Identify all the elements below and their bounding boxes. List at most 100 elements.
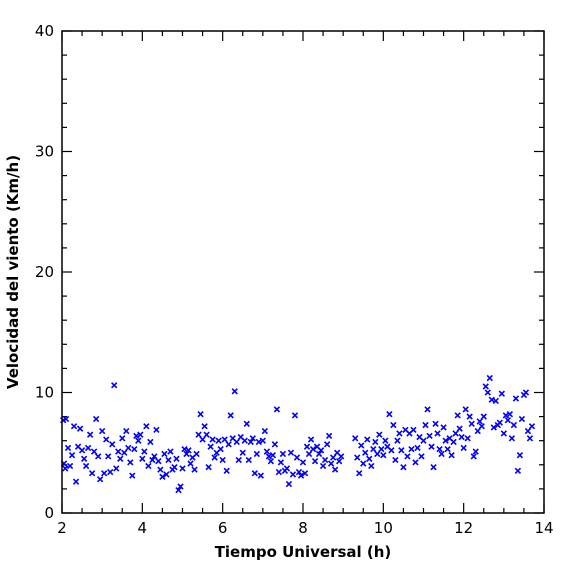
data-point [400,464,407,471]
y-tick-label: 30 [35,143,54,161]
y-tick-label: 10 [35,384,54,402]
data-point [518,415,526,423]
data-point [370,445,377,453]
data-point [368,462,375,470]
data-point [496,419,503,426]
data-point [358,442,365,449]
data-point [231,388,238,395]
data-point [398,447,405,454]
data-point [394,437,401,444]
data-point [528,423,536,430]
data-point [456,425,463,432]
data-point [179,465,186,472]
x-tick-label: 4 [138,519,148,537]
data-point [88,470,96,477]
data-point [157,466,164,473]
data-point [225,441,232,448]
data-point [105,453,112,460]
data-point [510,421,518,429]
data-point [90,448,98,455]
data-point [498,390,505,397]
data-point [199,436,206,443]
data-point [131,445,138,453]
data-point [317,447,325,454]
data-point [303,443,311,450]
data-point [207,443,214,450]
data-point [478,423,485,430]
data-point [241,437,248,444]
data-point [309,445,317,453]
data-point [390,421,397,429]
y-tick-label: 20 [35,263,54,281]
data-point [404,453,411,460]
x-axis-title: Tiempo Universal (h) [215,543,392,561]
data-point [115,448,122,455]
data-point [516,451,524,459]
data-point [337,453,345,460]
data-point [438,450,445,458]
data-point [504,417,512,424]
data-point [311,458,319,465]
data-point [161,450,168,458]
data-point [414,444,421,452]
data-point [209,436,216,443]
data-point [273,406,281,413]
data-point [217,445,224,453]
data-point [141,448,148,455]
data-point [78,447,86,454]
data-point [434,430,441,437]
data-point [319,462,327,470]
data-point [430,464,437,471]
data-point [251,470,258,477]
data-point [354,454,361,461]
data-point [482,383,489,390]
data-point [76,425,84,432]
data-point [137,431,144,438]
data-point [149,456,156,464]
data-point [84,444,92,452]
data-point [378,445,385,453]
data-point [263,448,271,455]
data-point [223,467,230,474]
data-point [376,431,383,438]
data-point [133,432,140,440]
data-point [103,436,110,443]
data-point [151,453,158,460]
y-axis-title: Velocidad del viento (Km/h) [4,155,22,389]
data-point [331,466,339,473]
data-point [197,411,204,418]
data-point [239,449,246,456]
data-point [444,445,451,453]
data-point [271,441,279,448]
data-point [107,468,114,476]
data-point [127,459,134,466]
data-point [155,458,162,465]
data-point [440,424,447,431]
data-point [466,413,473,420]
data-point [356,470,363,477]
data-point [396,430,403,437]
plot-frame [61,30,545,514]
data-point [480,413,487,420]
data-point [277,459,285,466]
data-point [360,460,367,467]
data-point [506,411,514,418]
data-point [418,453,425,460]
data-point [153,426,160,434]
data-point [492,397,499,405]
data-point [386,411,393,418]
data-point [454,412,461,419]
data-point [315,450,323,458]
data-point [514,467,522,474]
data-point [420,437,427,444]
axis-ticks [61,30,545,514]
data-point [295,468,303,476]
data-point [352,435,359,442]
data-point [327,460,335,467]
data-point [177,483,184,490]
data-point [462,406,469,413]
data-point [307,436,315,443]
data-point [275,468,283,476]
data-point [508,435,516,442]
data-point [125,444,132,452]
